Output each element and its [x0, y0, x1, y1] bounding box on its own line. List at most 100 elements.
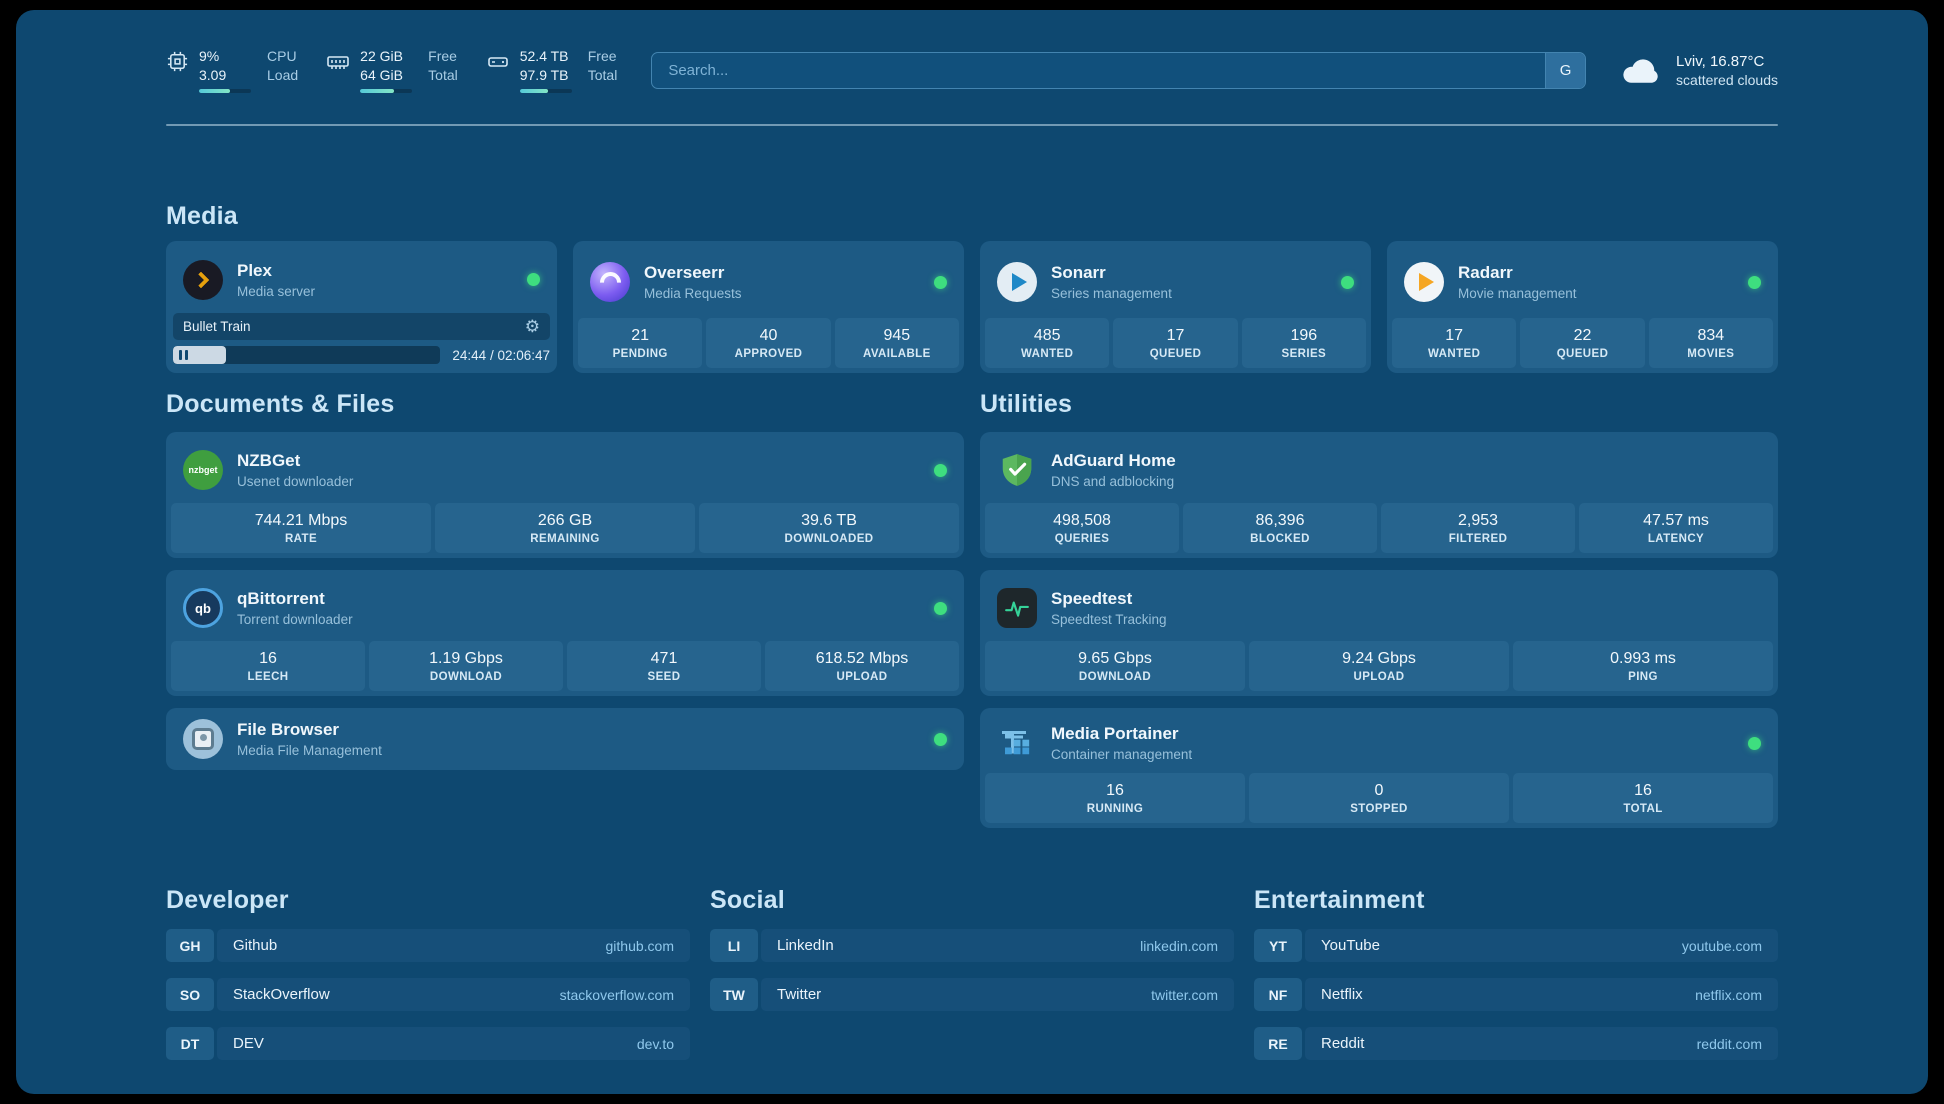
bookmark-reddit[interactable]: RE Reddit reddit.com [1254, 1027, 1778, 1060]
app-subtitle: Series management [1051, 286, 1172, 301]
stat-value: 16 [1634, 781, 1652, 799]
documents-section-title: Documents & Files [166, 390, 395, 418]
search-input[interactable] [652, 52, 1546, 88]
stat-tile: 471 SEED [567, 641, 761, 691]
app-name: Media Portainer [1051, 724, 1179, 743]
speedtest-card[interactable]: Speedtest Speedtest Tracking 9.65 Gbps D… [980, 570, 1778, 696]
stat-value: 945 [883, 326, 911, 344]
stat-value: 9.65 Gbps [1078, 649, 1152, 667]
stat-value: 485 [1033, 326, 1061, 344]
qbittorrent-card[interactable]: qb qBittorrent Torrent downloader 16 LEE… [166, 570, 964, 696]
app-subtitle: Usenet downloader [237, 474, 354, 489]
nzbget-icon: nzbget [183, 450, 223, 490]
bookmark-github[interactable]: GH Github github.com [166, 929, 690, 962]
memory-icon [327, 56, 349, 70]
settings-gear-icon[interactable]: ⚙ [524, 317, 540, 336]
search-engine-button[interactable]: G [1545, 52, 1586, 88]
bookmark-name: Reddit [1321, 1035, 1365, 1052]
stat-tile: 0 STOPPED [1249, 773, 1509, 823]
portainer-card[interactable]: Media Portainer Container management 16 … [980, 708, 1778, 828]
stat-tile: 39.6 TB DOWNLOADED [699, 503, 959, 553]
app-name: Overseerr [644, 263, 725, 282]
memory-usage-bar [360, 88, 413, 93]
bookmark-url: youtube.com [1681, 937, 1762, 954]
app-subtitle: Container management [1051, 747, 1193, 762]
app-subtitle: Speedtest Tracking [1051, 612, 1167, 627]
cpu-usage-value: 9% [199, 48, 220, 65]
radarr-card[interactable]: Radarr Movie management 17 WANTED 22 QUE… [1387, 241, 1778, 373]
app-name: NZBGet [237, 451, 301, 470]
social-section-title: Social [710, 886, 785, 914]
status-dot [1748, 275, 1761, 289]
stat-value: 498,508 [1053, 511, 1111, 529]
stat-value: 834 [1697, 326, 1725, 344]
media-section-title: Media [166, 202, 238, 230]
radarr-icon [1404, 262, 1444, 302]
app-subtitle: Torrent downloader [237, 612, 353, 627]
bookmark-stackoverflow[interactable]: SO StackOverflow stackoverflow.com [166, 978, 690, 1011]
filebrowser-card[interactable]: File Browser Media File Management [166, 708, 964, 770]
app-subtitle: Media server [237, 283, 316, 299]
bookmark-url: github.com [605, 937, 674, 954]
plex-card[interactable]: Plex Media server Bullet Train ⚙ [166, 241, 557, 373]
qbittorrent-icon: qb [183, 588, 223, 628]
playback-progress-bar[interactable] [173, 346, 441, 364]
stat-value: 744.21 Mbps [254, 511, 348, 529]
pause-icon[interactable] [179, 350, 188, 360]
stat-tile: 744.21 Mbps RATE [171, 503, 431, 553]
stat-tile: 485 WANTED [985, 318, 1110, 368]
stat-label: WANTED [1021, 347, 1074, 360]
bookmark-abbr: RE [1254, 1027, 1302, 1060]
stat-tile: 21 PENDING [578, 318, 703, 368]
adguard-card[interactable]: AdGuard Home DNS and adblocking 498,508 … [980, 432, 1778, 558]
disk-icon [487, 57, 508, 68]
status-dot [1341, 275, 1354, 289]
overseerr-card[interactable]: Overseerr Media Requests 21 PENDING 40 A… [573, 241, 964, 373]
nzbget-card[interactable]: nzbget NZBGet Usenet downloader 744.21 M… [166, 432, 964, 558]
stat-value: 40 [759, 326, 778, 344]
status-dot [934, 463, 947, 477]
bookmark-name: Github [233, 937, 278, 954]
sonarr-card[interactable]: Sonarr Series management 485 WANTED 17 Q… [980, 241, 1371, 373]
bookmark-name: DEV [233, 1035, 264, 1052]
bookmark-youtube[interactable]: YT YouTube youtube.com [1254, 929, 1778, 962]
utilities-column: Utilities [980, 389, 1778, 828]
stat-tile: 2,953 FILTERED [1381, 503, 1575, 553]
bookmark-linkedin[interactable]: LI LinkedIn linkedin.com [710, 929, 1234, 962]
cpu-load-label: Load [267, 66, 299, 83]
app-subtitle: Media File Management [237, 743, 382, 758]
stat-tile: 16 LEECH [171, 641, 365, 691]
status-dot [934, 275, 947, 289]
stat-label: BLOCKED [1250, 532, 1310, 545]
filebrowser-icon [183, 719, 223, 759]
memory-free-label: Free [428, 48, 457, 65]
stat-tile: 17 WANTED [1392, 318, 1517, 368]
bookmark-twitter[interactable]: TW Twitter twitter.com [710, 978, 1234, 1011]
disk-total-label: Total [587, 66, 618, 83]
weather-condition: scattered clouds [1676, 72, 1778, 89]
weather-location: Lviv, 16.87°C [1676, 52, 1765, 70]
bookmark-name: LinkedIn [777, 937, 834, 954]
disk-free-label: Free [587, 48, 617, 65]
stat-tile: 618.52 Mbps UPLOAD [765, 641, 959, 691]
disk-widget: 52.4 TB 97.9 TB Free Total [486, 47, 618, 93]
memory-free-value: 22 GiB [360, 48, 403, 65]
app-name: Plex [237, 260, 272, 280]
social-bookmarks: Social LI LinkedIn linkedin.com TW Twitt… [710, 885, 1234, 1060]
stat-label: DOWNLOADED [784, 532, 874, 545]
app-subtitle: Media Requests [644, 286, 742, 301]
disk-total-value: 97.9 TB [519, 66, 569, 83]
disk-free-value: 52.4 TB [519, 48, 569, 65]
stat-value: 16 [1106, 781, 1124, 799]
bookmark-url: linkedin.com [1140, 937, 1218, 954]
stat-tile: 945 AVAILABLE [834, 318, 959, 368]
bookmark-abbr: LI [710, 929, 758, 962]
disk-usage-bar [519, 88, 572, 93]
bookmark-netflix[interactable]: NF Netflix netflix.com [1254, 978, 1778, 1011]
documents-column: Documents & Files nzbget NZBGet Usenet d… [166, 389, 964, 770]
stat-tile: 16 TOTAL [1513, 773, 1773, 823]
memory-widget: 22 GiB 64 GiB Free Total [326, 47, 458, 93]
bookmark-abbr: YT [1254, 929, 1302, 962]
stat-value: 471 [650, 649, 678, 667]
bookmark-dev[interactable]: DT DEV dev.to [166, 1027, 690, 1060]
